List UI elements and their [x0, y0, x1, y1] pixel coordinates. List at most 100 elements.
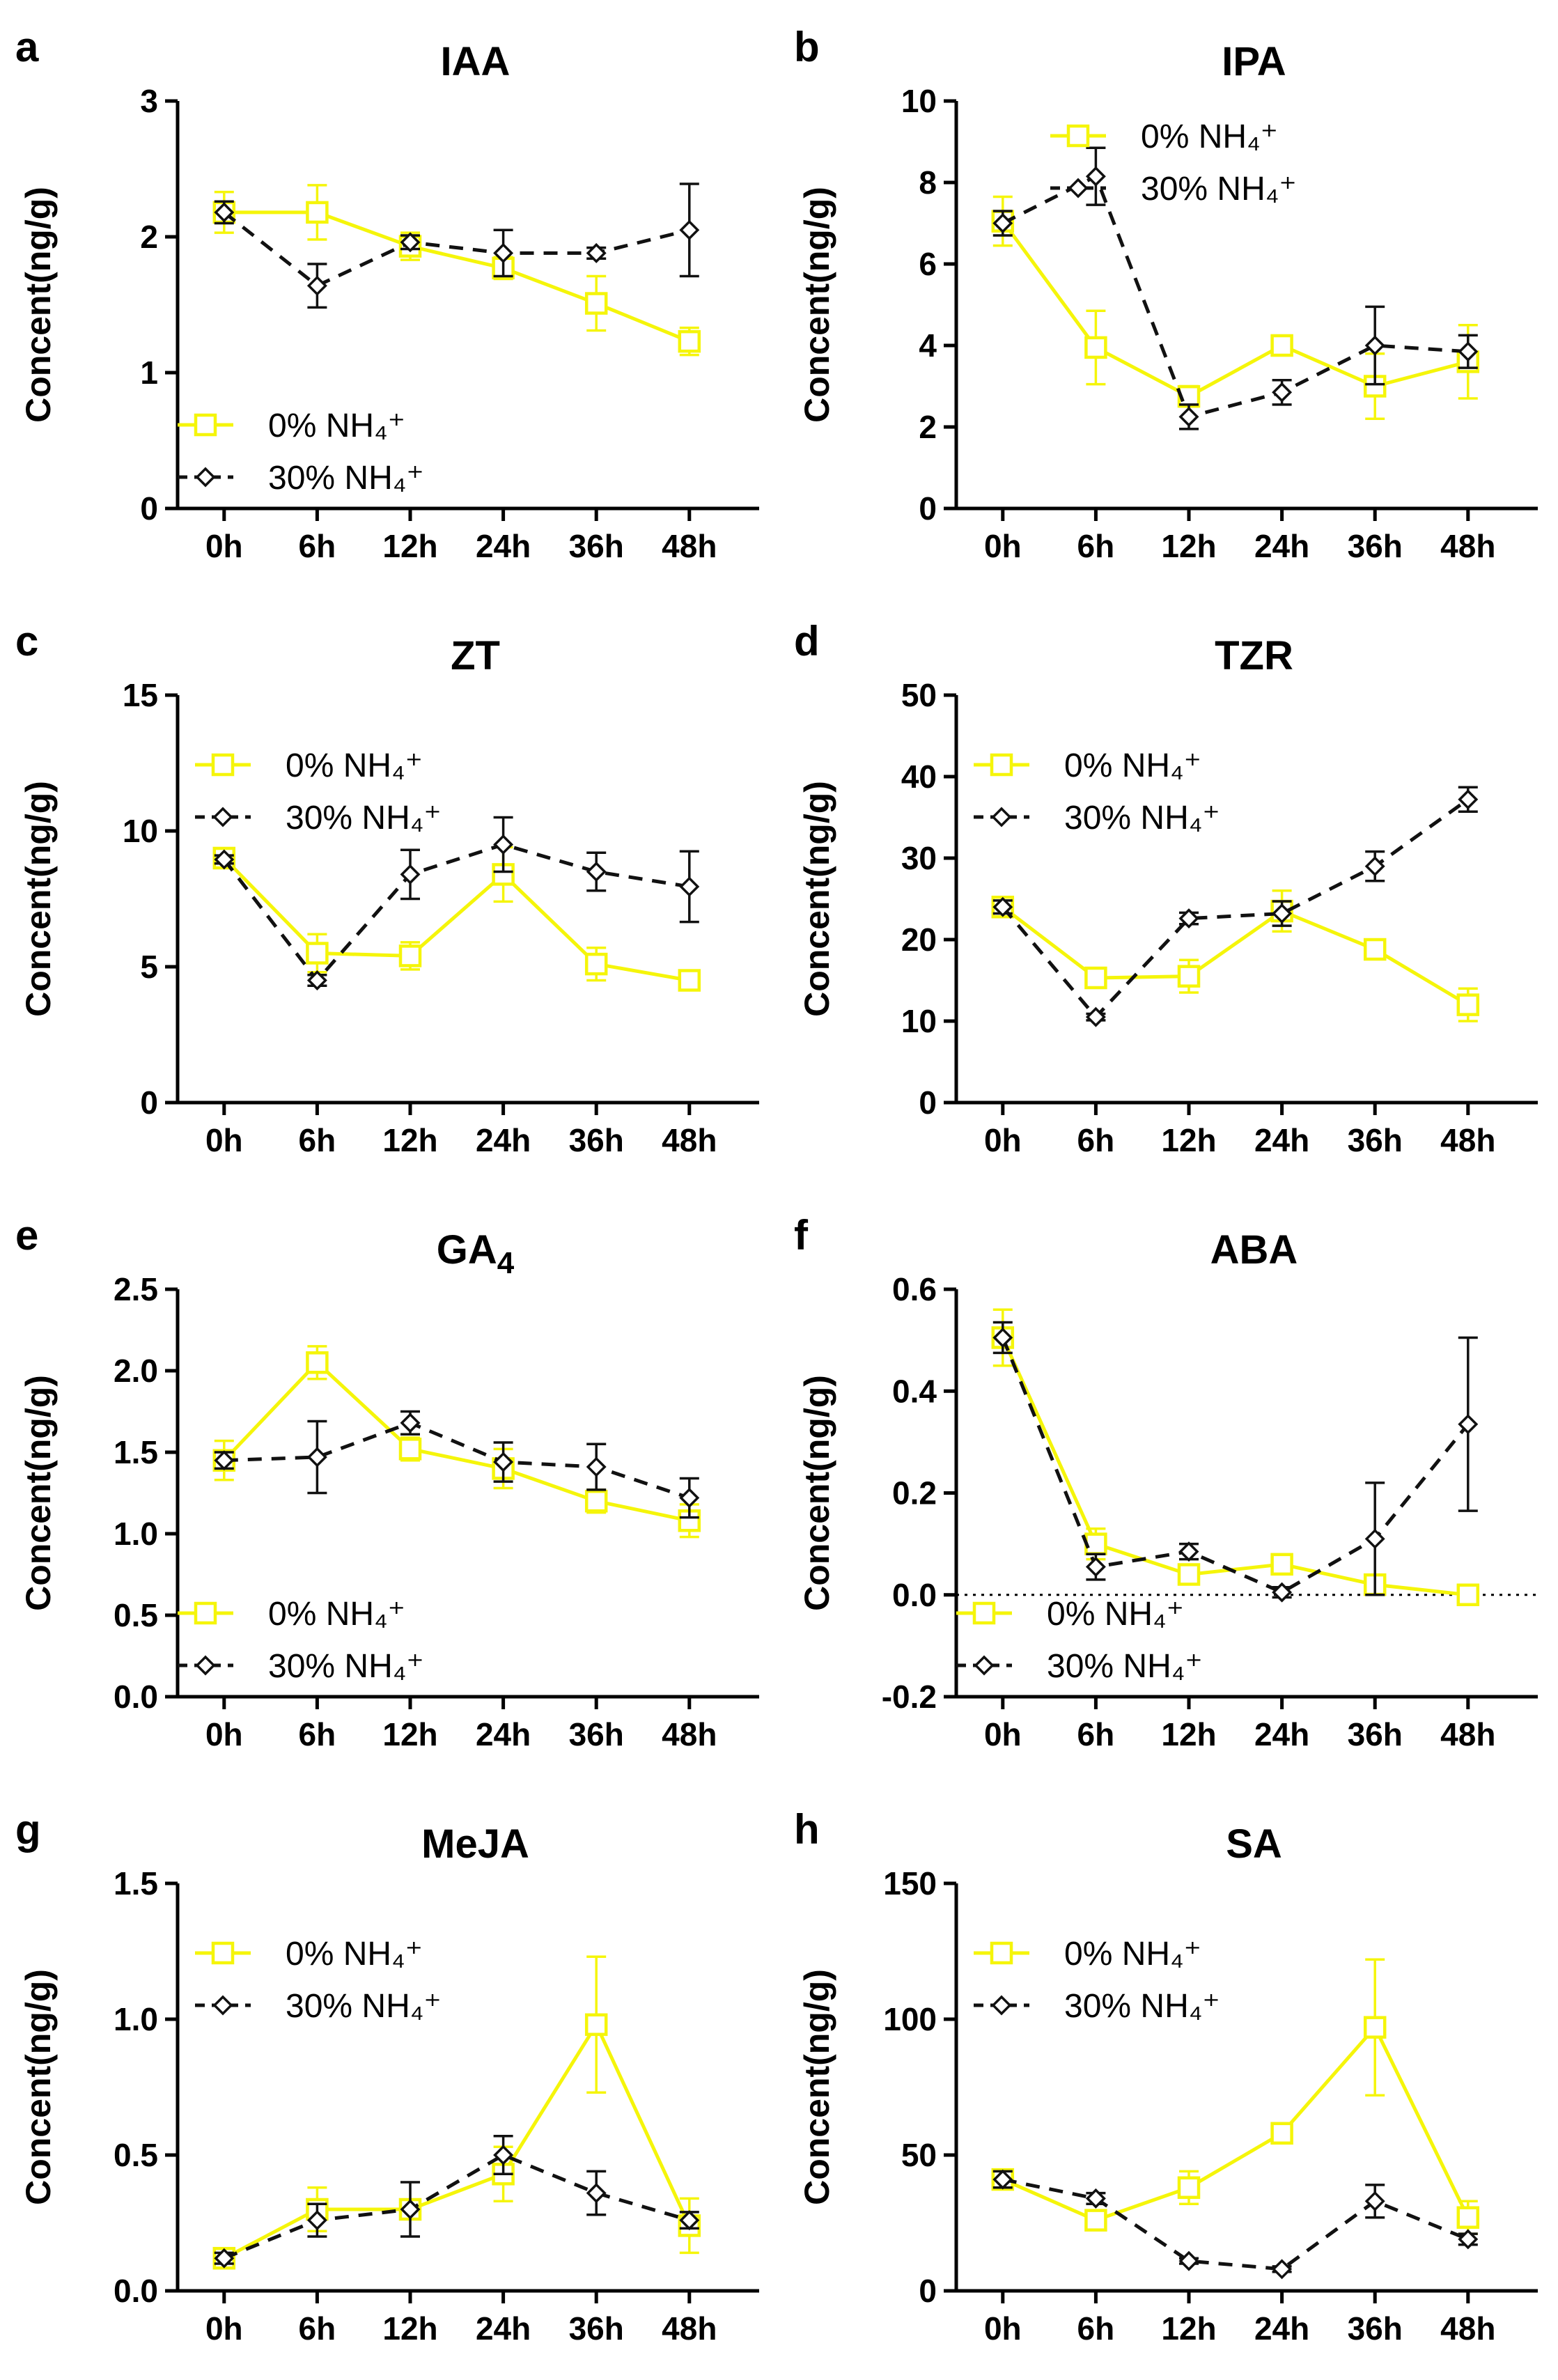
series-line-e — [222, 1360, 690, 1523]
chart-title-c: ZT — [451, 633, 500, 678]
chart-title-a: IAA — [441, 39, 511, 84]
x-tick-label-e: 12h — [382, 1716, 437, 1752]
series-treatment-c — [214, 816, 700, 990]
y-tick-label-g: 1.5 — [114, 1865, 158, 1901]
x-tick-label-b: 48h — [1440, 528, 1495, 564]
data-point-c — [678, 969, 701, 992]
series-line-d — [1002, 905, 1470, 1006]
y-tick-label-a: 0 — [140, 490, 158, 527]
legend-marker-c — [212, 807, 233, 827]
series-line-e — [224, 1421, 690, 1500]
y-tick-label-c: 10 — [123, 813, 158, 849]
data-point-h — [1177, 2176, 1201, 2200]
series-line-g — [223, 2153, 690, 2260]
data-point-a — [400, 232, 421, 253]
data-point-f — [992, 1327, 1013, 1348]
series-line-a — [224, 210, 690, 343]
y-tick-label-d: 20 — [901, 921, 937, 958]
series-line-f — [1001, 1337, 1470, 1594]
x-tick-label-a: 6h — [299, 528, 336, 564]
legend-a: 0% NH₄⁺ 30% NH₄⁺ — [178, 407, 424, 497]
panel-f: f ABA Concent(ng/g) -0.2 0.0 0.2 0.4 0.6 0h 6h 12h… — [794, 1212, 1538, 1752]
data-point-e — [400, 1413, 421, 1433]
data-point-h — [1270, 2122, 1293, 2145]
legend-b: 0% NH₄⁺ 30% NH₄⁺ — [1050, 118, 1297, 208]
y-tick-label-e: 0.5 — [114, 1597, 158, 1633]
y-tick-label-h: 0 — [919, 2273, 937, 2309]
data-point-g — [679, 2210, 700, 2231]
series-line-b — [1002, 173, 1468, 419]
x-tick-label-a: 24h — [476, 528, 531, 564]
y-tick-label-g: 1.0 — [114, 2001, 158, 2037]
x-tick-label-c: 48h — [662, 1122, 717, 1158]
data-point-e — [586, 1456, 607, 1477]
x-tick-label-g: 12h — [382, 2310, 437, 2347]
chart-title-h: SA — [1226, 1821, 1282, 1867]
panel-letter-g: g — [15, 1806, 41, 1853]
data-point-a — [678, 329, 701, 353]
x-tick-label-f: 48h — [1440, 1716, 1495, 1752]
y-tick-label-e: 1.5 — [114, 1434, 158, 1470]
y-tick-label-f: 0.6 — [892, 1271, 937, 1307]
y-tick-label-a: 3 — [140, 83, 158, 119]
x-tick-label-d: 6h — [1077, 1122, 1115, 1158]
x-tick-label-d: 0h — [984, 1122, 1022, 1158]
legend-label-b: 0% NH₄⁺ — [1141, 118, 1278, 155]
x-tick-label-f: 36h — [1348, 1716, 1403, 1752]
panel-letter-b: b — [794, 24, 820, 70]
legend-h: 0% NH₄⁺ 30% NH₄⁺ — [974, 1936, 1220, 2025]
y-tick-label-g: 0.5 — [114, 2137, 158, 2173]
legend-label-h: 0% NH₄⁺ — [1064, 1936, 1201, 1973]
data-point-b — [1272, 382, 1293, 403]
y-axis-label-c: Concent(ng/g) — [19, 781, 58, 1017]
y-tick-label-b: 6 — [919, 246, 937, 282]
legend-e: 0% NH₄⁺ 30% NH₄⁺ — [178, 1596, 424, 1685]
data-point-h — [1178, 2250, 1199, 2271]
data-point-f — [1456, 1583, 1480, 1606]
panel-letter-d: d — [794, 618, 820, 664]
series-line-f — [1001, 1337, 1469, 1597]
data-point-d — [1084, 966, 1107, 990]
x-tick-label-f: 12h — [1161, 1716, 1216, 1752]
data-point-h — [1458, 2229, 1479, 2250]
data-point-h — [1085, 2188, 1106, 2209]
data-point-h — [1363, 2016, 1387, 2039]
legend-g: 0% NH₄⁺ 30% NH₄⁺ — [195, 1936, 442, 2025]
legend-marker-f — [972, 1601, 996, 1625]
data-point-b — [1084, 336, 1107, 359]
y-tick-label-f: -0.2 — [882, 1679, 937, 1715]
panel-g: g MeJA Concent(ng/g) 0.0 0.5 1.0 1.5 0h 6h 12h 24h… — [15, 1806, 759, 2347]
data-point-f — [1364, 1528, 1385, 1549]
data-point-a — [306, 275, 327, 296]
y-tick-label-b: 0 — [919, 490, 937, 527]
x-tick-label-c: 6h — [299, 1122, 336, 1158]
panel-letter-e: e — [15, 1212, 38, 1259]
data-point-d — [1085, 1006, 1106, 1027]
data-point-f — [1177, 1563, 1201, 1586]
data-point-b — [1270, 334, 1293, 357]
x-tick-label-a: 48h — [662, 528, 717, 564]
y-tick-label-h: 100 — [883, 2001, 937, 2037]
data-point-c — [214, 849, 235, 870]
y-tick-label-h: 150 — [883, 1865, 937, 1901]
legend-f: 0% NH₄⁺ 30% NH₄⁺ — [956, 1596, 1203, 1685]
panel-d: d TZR Concent(ng/g) 0 10 20 30 40 50 0h 6h 12h 24h 36… — [794, 618, 1538, 1158]
y-tick-label-b: 4 — [919, 327, 937, 364]
x-tick-label-h: 36h — [1348, 2310, 1403, 2347]
data-point-g — [400, 2199, 421, 2220]
x-tick-label-a: 36h — [569, 528, 624, 564]
chart-title-b: IPA — [1222, 39, 1286, 84]
panel-letter-a: a — [15, 24, 39, 70]
data-point-c — [493, 834, 514, 855]
legend-label-c: 0% NH₄⁺ — [286, 747, 423, 784]
data-point-a — [586, 242, 607, 263]
y-tick-label-e: 2.0 — [114, 1353, 158, 1389]
series-control-d — [991, 889, 1480, 1022]
series-line-c — [222, 842, 690, 983]
y-tick-label-d: 0 — [919, 1084, 937, 1121]
data-point-d — [1177, 965, 1201, 988]
data-point-g — [214, 2248, 235, 2269]
panel-letter-h: h — [794, 1806, 820, 1853]
data-point-e — [398, 1438, 422, 1461]
